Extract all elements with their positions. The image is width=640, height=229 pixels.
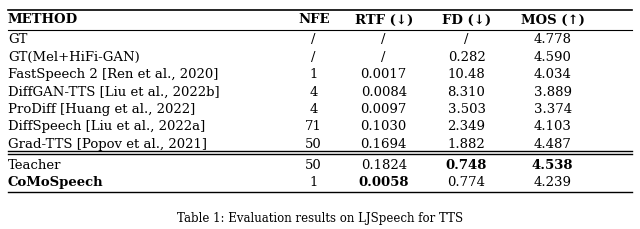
Text: Grad-TTS [Popov et al., 2021]: Grad-TTS [Popov et al., 2021] (8, 138, 207, 151)
Text: 4: 4 (310, 103, 318, 116)
Text: 50: 50 (305, 138, 322, 151)
Text: ProDiff [Huang et al., 2022]: ProDiff [Huang et al., 2022] (8, 103, 195, 116)
Text: Teacher: Teacher (8, 159, 61, 172)
Text: 0.0058: 0.0058 (358, 176, 409, 189)
Text: 1: 1 (310, 68, 318, 81)
Text: 0.0097: 0.0097 (360, 103, 407, 116)
Text: 8.310: 8.310 (447, 86, 486, 99)
Text: METHOD: METHOD (8, 14, 78, 27)
Text: GT(Mel+HiFi-GAN): GT(Mel+HiFi-GAN) (8, 51, 140, 64)
Text: 4.103: 4.103 (534, 120, 572, 134)
Text: 1.882: 1.882 (448, 138, 485, 151)
Text: 1: 1 (310, 176, 318, 189)
Text: Table 1: Evaluation results on LJSpeech for TTS: Table 1: Evaluation results on LJSpeech … (177, 212, 463, 225)
Text: 0.774: 0.774 (447, 176, 486, 189)
Text: /: / (381, 33, 386, 46)
Text: CoMoSpeech: CoMoSpeech (8, 176, 104, 189)
Text: 50: 50 (305, 159, 322, 172)
Text: 71: 71 (305, 120, 322, 134)
Text: FastSpeech 2 [Ren et al., 2020]: FastSpeech 2 [Ren et al., 2020] (8, 68, 218, 81)
Text: 3.374: 3.374 (534, 103, 572, 116)
Text: NFE: NFE (298, 14, 330, 27)
Text: /: / (464, 33, 469, 46)
Text: 0.1030: 0.1030 (360, 120, 407, 134)
Text: 4: 4 (310, 86, 318, 99)
Text: 0.0084: 0.0084 (361, 86, 407, 99)
Text: 4.590: 4.590 (534, 51, 572, 64)
Text: 4.034: 4.034 (534, 68, 572, 81)
Text: 0.1694: 0.1694 (360, 138, 407, 151)
Text: 0.1824: 0.1824 (361, 159, 407, 172)
Text: 4.239: 4.239 (534, 176, 572, 189)
Text: RTF (↓): RTF (↓) (355, 14, 413, 27)
Text: DiffGAN-TTS [Liu et al., 2022b]: DiffGAN-TTS [Liu et al., 2022b] (8, 86, 220, 99)
Text: /: / (381, 51, 386, 64)
Text: 10.48: 10.48 (448, 68, 485, 81)
Text: 4.538: 4.538 (532, 159, 573, 172)
Text: 0.282: 0.282 (448, 51, 485, 64)
Text: DiffSpeech [Liu et al., 2022a]: DiffSpeech [Liu et al., 2022a] (8, 120, 205, 134)
Text: 3.889: 3.889 (534, 86, 572, 99)
Text: 3.503: 3.503 (447, 103, 486, 116)
Text: 4.778: 4.778 (534, 33, 572, 46)
Text: GT: GT (8, 33, 27, 46)
Text: 4.487: 4.487 (534, 138, 572, 151)
Text: 0.748: 0.748 (446, 159, 487, 172)
Text: /: / (312, 33, 316, 46)
Text: /: / (312, 51, 316, 64)
Text: 0.0017: 0.0017 (360, 68, 407, 81)
Text: FD (↓): FD (↓) (442, 14, 491, 27)
Text: MOS (↑): MOS (↑) (521, 14, 584, 27)
Text: 2.349: 2.349 (447, 120, 486, 134)
